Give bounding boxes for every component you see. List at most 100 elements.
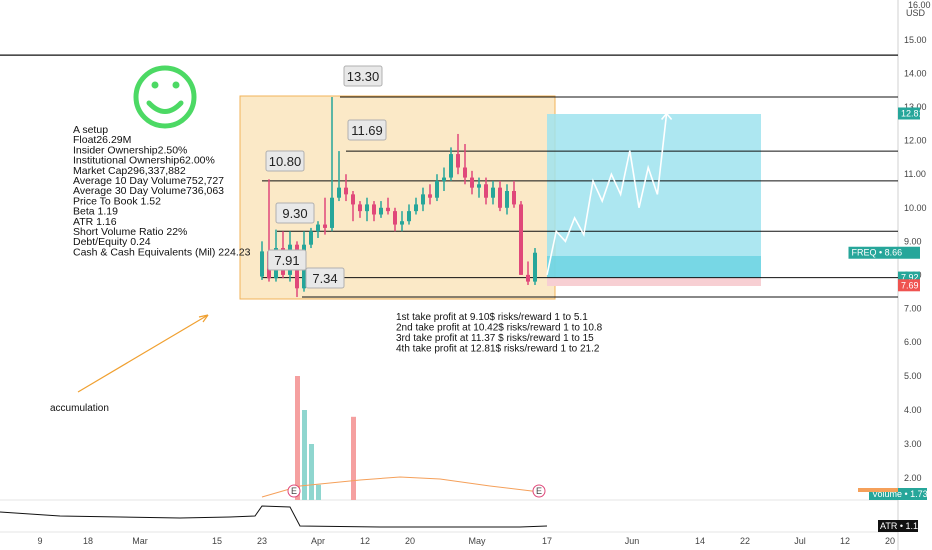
- smiley-icon: [133, 65, 197, 129]
- price-callout-label: 7.34: [312, 271, 337, 286]
- currency-label: USD: [906, 8, 926, 18]
- candle-body: [421, 194, 425, 205]
- candle-body: [435, 180, 439, 198]
- candle-body: [519, 204, 523, 275]
- candle-body: [337, 187, 341, 198]
- fundamentals-line: Beta 1.19: [73, 206, 118, 218]
- volume-tick-label: 3.00: [904, 439, 922, 449]
- fundamentals-line: Insider Ownership2.50%: [73, 144, 187, 156]
- price-tick-label: 7.00: [904, 303, 922, 313]
- atr-line: [0, 505, 548, 528]
- candle-body: [533, 252, 537, 282]
- price-callout-box: [275, 202, 315, 224]
- time-axis: 9 18 Mar 15 23 Apr 12 20 May 17 Jun 14 22 Jul 12 20: [37, 536, 895, 546]
- price-tick-label: 12.00: [904, 136, 927, 146]
- time-tick-label: 20: [885, 536, 895, 546]
- atr-tag-box: [878, 520, 918, 532]
- candle-body: [470, 177, 474, 188]
- take-profit-line: 1st take profit at 9.10$ risks/reward 1 …: [396, 312, 588, 323]
- accumulation-arrow: [77, 314, 209, 393]
- earnings-marker-label: E: [291, 486, 297, 496]
- candle-body: [456, 154, 460, 168]
- stop-zone: [547, 278, 761, 286]
- fundamentals-line: Price To Book 1.52: [73, 195, 161, 207]
- candle-body: [379, 207, 383, 215]
- time-tick-label: Apr: [311, 536, 325, 546]
- candle-body: [484, 184, 488, 198]
- time-tick-label: Mar: [132, 536, 148, 546]
- time-tick-label: 17: [542, 536, 552, 546]
- volume-bar: [351, 416, 356, 500]
- target-zone: [547, 114, 761, 278]
- time-tick-label: 14: [695, 536, 705, 546]
- candle-body: [358, 204, 362, 212]
- candle-body: [400, 221, 404, 225]
- time-tick-label: Jun: [625, 536, 640, 546]
- price-callout-label: 9.30: [282, 206, 307, 221]
- candle-body: [407, 211, 411, 222]
- price-callout-label: 13.30: [347, 69, 380, 84]
- price-callout-box: [305, 267, 345, 289]
- volume-bar: [309, 444, 314, 500]
- price-tag-label: FREQ • 8.66: [852, 248, 903, 258]
- candle-body: [316, 224, 320, 232]
- take-profit-line: 4th take profit at 12.81$ risks/reward 1…: [396, 344, 600, 355]
- price-tick-label: 14.00: [904, 69, 927, 79]
- price-tag-box: [898, 107, 920, 120]
- candle-body: [442, 177, 446, 181]
- fundamentals-line: Institutional Ownership62.00%: [73, 155, 215, 167]
- atr-pane: [0, 505, 548, 528]
- price-tick-label: 6.00: [904, 337, 922, 347]
- candle-body: [344, 187, 348, 195]
- candle-body: [463, 167, 467, 178]
- candle-body: [428, 194, 432, 198]
- candle-body: [309, 231, 313, 245]
- candle-body: [491, 187, 495, 198]
- price-callout-box: [347, 119, 387, 141]
- candle-body: [414, 204, 418, 212]
- fundamentals-line: Cash & Cash Equivalents (Mil) 224.23: [73, 246, 251, 258]
- price-tick-label: 15.00: [904, 35, 927, 45]
- price-callout-box: [343, 65, 383, 87]
- volume-ma-tag: [858, 488, 898, 492]
- time-tick-label: 9: [37, 536, 42, 546]
- forecast-path: [546, 112, 673, 276]
- volume-tick-label: 5.00: [904, 371, 922, 381]
- volume-tag-label: Volume • 1.735M: [872, 489, 932, 499]
- horizontal-levels: [0, 54, 898, 298]
- time-tick-label: 12: [360, 536, 370, 546]
- take-profit-list: 1st take profit at 9.10$ risks/reward 1 …: [396, 312, 603, 355]
- volume-tick-label: 2.00: [904, 473, 922, 483]
- time-tick-label: 22: [740, 536, 750, 546]
- candle-body: [498, 187, 502, 208]
- volume-bar: [302, 410, 307, 500]
- take-profit-line: 3rd take profit at 11.37 $ risks/reward …: [396, 333, 594, 344]
- candle-body: [351, 194, 355, 205]
- price-tick-label: 11.00: [904, 169, 926, 179]
- entry-zone: [547, 256, 761, 278]
- price-tag-box: [898, 279, 920, 292]
- volume-bar: [295, 376, 300, 500]
- fundamentals-line: Short Volume Ratio 22%: [73, 226, 187, 238]
- time-tick-label: 23: [257, 536, 267, 546]
- price-tag-label: 7.92: [901, 273, 919, 283]
- candle-body: [330, 197, 334, 228]
- earnings-marker: [287, 484, 301, 498]
- accumulation-label: accumulation: [50, 403, 109, 414]
- time-tick-label: 20: [405, 536, 415, 546]
- candle-body: [386, 207, 390, 212]
- candle-body: [372, 204, 376, 215]
- candle-body: [365, 204, 369, 212]
- time-tick-label: 12: [840, 536, 850, 546]
- price-callouts: 13.30 11.69 10.80 9.30 7.91 7.34: [265, 65, 387, 289]
- price-callout-label: 11.69: [351, 123, 383, 138]
- fundamentals-line: Debt/Equity 0.24: [73, 236, 151, 248]
- earnings-marker-label: E: [536, 486, 542, 496]
- candle-body: [526, 274, 530, 282]
- candle-body: [449, 154, 453, 178]
- candle-body: [393, 211, 397, 225]
- price-tick-label: 10.00: [904, 203, 927, 213]
